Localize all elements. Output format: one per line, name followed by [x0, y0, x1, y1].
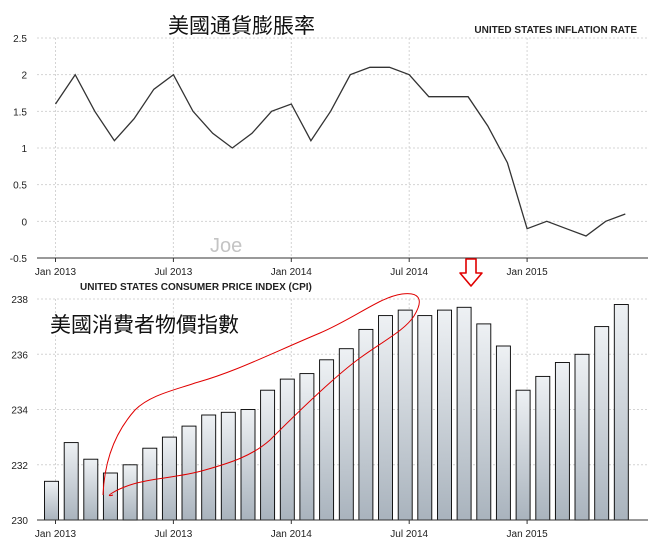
cpi-x-tick-label: Jan 2015: [507, 529, 549, 540]
cpi-bar: [299, 373, 315, 521]
down-arrow-icon: [459, 258, 483, 287]
cpi-bar: [515, 389, 531, 521]
cpi-x-tick-label: Jul 2014: [390, 529, 428, 540]
cpi-bar: [456, 306, 472, 521]
cpi-bar: [44, 480, 59, 521]
cpi-bar: [338, 348, 354, 521]
inflation-y-tick-label: 1.5: [13, 107, 27, 118]
inflation-y-tick-label: 0: [21, 217, 27, 228]
cpi-bar: [319, 359, 335, 521]
cpi-x-axis: Jan 2013 Jul 2013 Jan 2014 Jul 2014 Jan 2015: [35, 520, 548, 540]
cpi-bar: [437, 309, 452, 521]
cpi-bar: [378, 315, 393, 521]
cpi-x-tick-label: Jan 2013: [35, 529, 77, 540]
cpi-bar: [417, 315, 433, 521]
watermark: Joe: [210, 235, 242, 257]
inflation-x-tick-label: Jan 2014: [271, 267, 313, 278]
inflation-x-tick-label: Jan 2013: [35, 267, 77, 278]
cpi-bar: [397, 309, 413, 521]
inflation-x-tick-label: Jul 2013: [154, 267, 192, 278]
cpi-bar: [358, 328, 374, 521]
inflation-series-line: [54, 66, 626, 237]
cpi-y-tick-label: 234: [11, 406, 28, 417]
inflation-x-tick-label: Jan 2015: [507, 267, 549, 278]
cpi-y-tick-label: 238: [11, 295, 28, 306]
cpi-bar: [122, 464, 138, 521]
cpi-bar: [554, 362, 570, 521]
inflation-x-axis: Jan 2013 Jul 2013 Jan 2014 Jul 2014 Jan 2015: [35, 258, 548, 278]
cpi-bar: [83, 458, 99, 521]
cpi-y-axis: 238 236 234 232 230: [11, 295, 28, 527]
cpi-bar: [102, 472, 118, 521]
inflation-y-axis: 2.5 2 1.5 1 0.5 0 -0.5: [10, 34, 28, 265]
cpi-bar: [240, 409, 256, 521]
cpi-bar: [535, 375, 551, 521]
cpi-chart: UNITED STATES CONSUMER PRICE INDEX (CPI)…: [11, 258, 648, 540]
cpi-annotation-title: 美國消費者物價指數: [50, 313, 239, 337]
inflation-y-tick-label: -0.5: [10, 254, 28, 265]
cpi-bar: [63, 442, 79, 521]
cpi-bar: [476, 323, 492, 521]
cpi-bar: [574, 353, 590, 521]
cpi-chart-title: UNITED STATES CONSUMER PRICE INDEX (CPI): [80, 282, 312, 293]
cpi-bar: [279, 378, 295, 521]
cpi-bar: [260, 389, 276, 521]
cpi-y-tick-label: 232: [11, 461, 28, 472]
cpi-y-tick-label: 230: [11, 516, 28, 527]
cpi-y-tick-label: 236: [11, 350, 28, 361]
inflation-y-tick-label: 2.5: [13, 34, 27, 45]
cpi-bar: [161, 436, 177, 521]
cpi-bar: [142, 447, 158, 521]
inflation-chart: 2.521.510.50-0.5 Jan 2013 Jul 2013 Jan 201…: [10, 14, 648, 278]
cpi-bars: [44, 304, 629, 521]
inflation-x-tick-label: Jul 2014: [390, 267, 428, 278]
cpi-bar: [594, 326, 610, 521]
inflation-chart-title: UNITED STATES INFLATION RATE: [474, 25, 637, 36]
inflation-y-tick-label: 0.5: [13, 181, 27, 192]
inflation-annotation-title: 美國通貨膨脹率: [168, 14, 315, 38]
cpi-bar: [220, 411, 236, 521]
cpi-bar: [495, 345, 511, 521]
hand-drawn-circle-annotation: [102, 293, 420, 497]
inflation-y-tick-label: 2: [21, 71, 27, 82]
inflation-series: [54, 66, 626, 237]
inflation-y-tick-label: 1: [21, 144, 27, 155]
cpi-x-tick-label: Jan 2014: [271, 529, 313, 540]
cpi-bar: [613, 304, 629, 521]
cpi-x-tick-label: Jul 2013: [154, 529, 192, 540]
